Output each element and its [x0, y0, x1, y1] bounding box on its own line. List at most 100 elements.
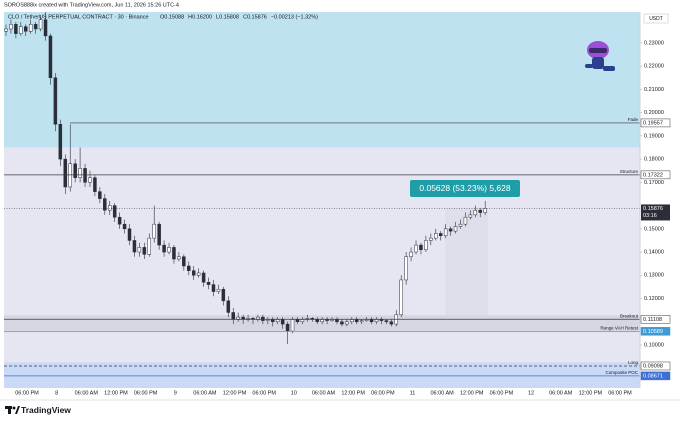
y-tick-label: 0.17000	[644, 180, 664, 186]
y-tick-label: 0.19000	[644, 133, 664, 139]
candle-body	[359, 320, 364, 323]
candle-body	[453, 226, 458, 232]
candle-body	[177, 256, 181, 260]
header: SOROS888ix created with TradingView.com,…	[4, 2, 179, 8]
currency-box	[643, 13, 669, 24]
candle-body	[340, 321, 344, 325]
y-tick-label: 0.23000	[644, 40, 664, 46]
measure-label: 0.05628 (53.23%) 5,628	[419, 183, 510, 193]
candle-body	[463, 216, 468, 225]
candle-body	[132, 240, 137, 253]
candle-body	[68, 163, 72, 188]
zone	[4, 12, 640, 148]
candle-body	[78, 168, 82, 178]
x-tick-label: 06:00 AM	[193, 390, 217, 396]
candle-body	[191, 270, 196, 276]
level-price: 0.10589	[643, 329, 663, 335]
candle-body	[354, 319, 359, 323]
x-tick-label: 12:00 PM	[341, 390, 365, 396]
level-price-box	[640, 371, 671, 381]
candle-body	[38, 19, 43, 30]
candle-body	[414, 244, 418, 253]
candle-body	[137, 247, 142, 253]
x-tick-label: 06:00 PM	[252, 390, 276, 396]
candle-body	[364, 319, 369, 321]
candle-body	[162, 244, 166, 253]
candle-body	[187, 265, 191, 271]
candle-body	[142, 247, 147, 255]
x-tick-label: 8	[55, 390, 58, 396]
candle-body	[182, 256, 186, 267]
avatar	[585, 41, 615, 71]
level-label: Fade	[628, 117, 639, 122]
candle-body	[221, 288, 226, 302]
candle-body	[458, 223, 463, 227]
candle-body	[384, 320, 389, 323]
candle-body	[206, 282, 211, 285]
candle-body	[48, 35, 53, 79]
candle-body	[429, 237, 433, 241]
x-tick-label: 06:00 PM	[608, 390, 632, 396]
candle-body	[58, 123, 63, 160]
candle-body	[53, 77, 58, 125]
x-tick-label: 10	[291, 390, 297, 396]
candle-body	[167, 247, 171, 253]
candle-body	[325, 319, 329, 321]
level-price-box	[640, 361, 671, 371]
candle-body	[315, 319, 319, 323]
candle-body	[300, 319, 305, 323]
logo	[5, 406, 20, 414]
zone	[4, 147, 640, 388]
x-tick-label: 06:00 AM	[430, 390, 454, 396]
currency: USDT	[649, 16, 663, 22]
candle-body	[438, 233, 443, 237]
level-price-box	[640, 315, 671, 324]
candle-body	[226, 300, 231, 313]
candle-body	[147, 237, 152, 255]
last-price-box	[641, 204, 670, 221]
x-tick-label: 06:00 PM	[15, 390, 39, 396]
candle-body	[369, 319, 374, 323]
candle-body	[320, 319, 324, 323]
legend-value: H0.16200	[188, 14, 212, 20]
candle-body	[117, 216, 122, 225]
x-tick-label: 12	[528, 390, 534, 396]
candle-body	[152, 223, 156, 239]
symbol: CLO / TetherUS PERPETUAL CONTRACT · 30 ·…	[8, 14, 149, 20]
candle-body	[28, 24, 33, 32]
candle-body	[271, 319, 275, 323]
level-label: Breakout	[620, 313, 639, 318]
level-label: Structure	[620, 169, 639, 174]
level-price: 0.19557	[643, 121, 663, 127]
level-label: Range VAH Retest	[600, 326, 638, 331]
candle-body	[172, 247, 176, 260]
candle-body	[33, 24, 38, 30]
x-tick-label: 12:00 PM	[579, 390, 603, 396]
measure-area	[445, 208, 488, 330]
y-tick-label: 0.13000	[644, 273, 664, 279]
y-tick-label: 0.18000	[644, 157, 664, 163]
level-price: 0.09098	[643, 364, 663, 370]
candle-body	[196, 272, 201, 276]
candle-body	[107, 205, 112, 211]
x-tick-label: 06:00 AM	[312, 390, 336, 396]
candle-body	[345, 321, 349, 325]
candle-body	[19, 26, 23, 34]
y-tick-label: 0.14000	[644, 250, 664, 256]
legend-value: L0.15808	[216, 14, 239, 20]
x-tick-label: 06:00 AM	[75, 390, 99, 396]
level-price: 0.17322	[643, 173, 663, 179]
legend-value: C0.15876	[243, 14, 267, 20]
y-tick-label: 0.12000	[644, 296, 664, 302]
candle-body	[127, 228, 132, 241]
candle-body	[295, 319, 300, 323]
candle-body	[201, 272, 206, 283]
x-tick-label: 9	[174, 390, 177, 396]
candle-body	[285, 323, 290, 332]
candle-body	[73, 163, 77, 178]
candle-body	[280, 319, 285, 325]
x-tick-label: 06:00 AM	[549, 390, 573, 396]
candle-body	[43, 19, 48, 37]
candle-body	[478, 209, 482, 213]
candle-body	[483, 208, 487, 213]
